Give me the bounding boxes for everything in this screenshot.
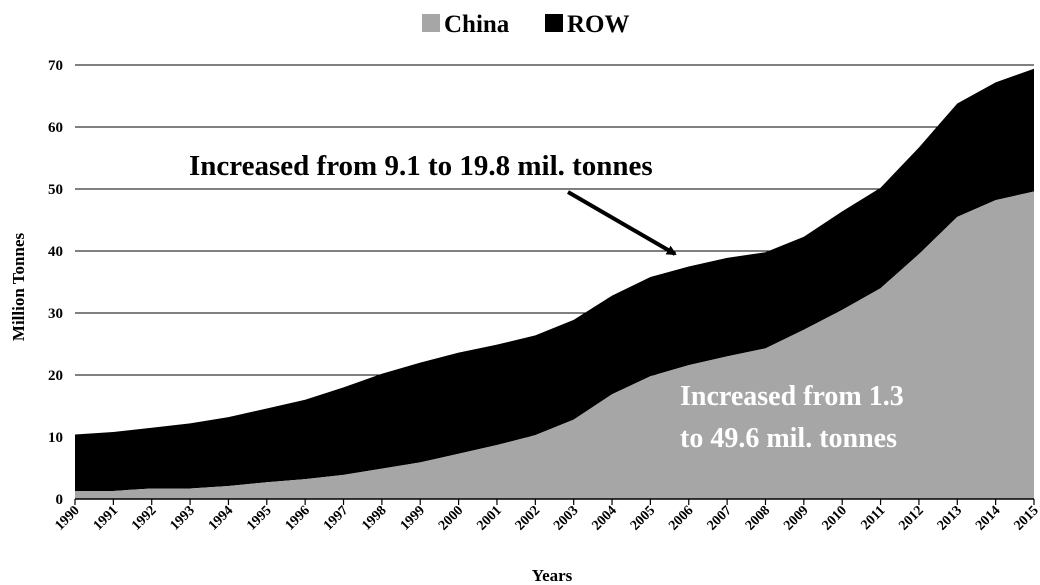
x-tick-label: 2007 (705, 503, 735, 533)
legend-swatch-china (422, 14, 440, 32)
x-axis-title: Years (532, 566, 573, 585)
y-axis-title: Million Tonnes (9, 233, 28, 342)
x-tick-label: 1994 (206, 503, 236, 533)
x-tick-label: 2003 (551, 503, 581, 533)
x-tick-label: 2009 (781, 503, 811, 533)
legend: China ROW (422, 11, 630, 38)
china-annotation-line2: to 49.6 mil. tonnes (680, 423, 897, 454)
legend-label-china: China (444, 11, 510, 38)
area-china (75, 191, 1034, 500)
x-tick-label: 2005 (628, 503, 658, 533)
x-tick-label: 1999 (398, 503, 428, 533)
x-tick-labels: 1990 1991 1992 1993 1994 1995 1996 1997 1998 1999… (52, 503, 1040, 533)
x-tick-label: 2008 (743, 503, 773, 533)
legend-label-row: ROW (567, 11, 630, 38)
y-tick-label: 60 (48, 120, 63, 136)
annotation-arrow (566, 190, 677, 256)
y-tick-label: 30 (48, 306, 63, 322)
legend-swatch-row (545, 14, 563, 32)
x-tick-marks (74, 499, 1035, 505)
x-tick-label: 2006 (666, 503, 696, 533)
gridlines (75, 64, 1034, 438)
china-annotation-line1: Increased from 1.3 (680, 381, 904, 412)
x-tick-label: 2001 (474, 503, 504, 533)
x-tick-label: 2010 (820, 503, 850, 533)
y-tick-label: 50 (48, 182, 63, 198)
x-tick-label: 2012 (896, 503, 926, 533)
x-tick-label: 1996 (283, 503, 313, 533)
x-tick-label: 2014 (973, 503, 1003, 533)
x-tick-label: 2013 (935, 503, 965, 533)
x-tick-label: 2002 (513, 503, 543, 533)
area-layer (75, 68, 1034, 500)
x-tick-label: 1993 (168, 503, 198, 533)
y-tick-label: 10 (48, 430, 63, 446)
y-tick-label: 70 (48, 58, 63, 74)
x-tick-label: 1997 (321, 503, 351, 533)
x-tick-label: 2011 (859, 503, 889, 533)
x-tick-label: 1992 (129, 503, 159, 533)
x-tick-label: 1995 (244, 503, 274, 533)
y-tick-label: 40 (48, 244, 63, 260)
x-tick-label: 1998 (359, 503, 389, 533)
row-annotation: Increased from 9.1 to 19.8 mil. tonnes (189, 150, 653, 182)
y-tick-labels: 0 10 20 30 40 50 60 70 (48, 58, 63, 508)
y-tick-label: 20 (48, 368, 63, 384)
y-tick-label: 0 (56, 492, 64, 508)
x-tick-label: 2004 (589, 503, 619, 533)
x-tick-label: 1991 (91, 503, 121, 533)
area-row (75, 68, 1034, 491)
x-tick-label: 2015 (1011, 503, 1040, 533)
x-tick-label: 2000 (436, 503, 466, 533)
